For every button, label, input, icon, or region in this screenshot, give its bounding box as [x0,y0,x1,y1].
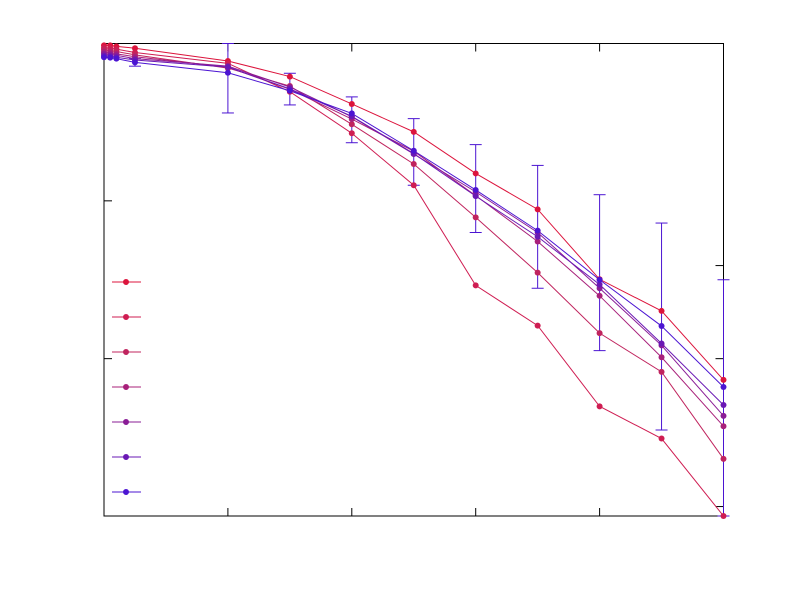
series-0-point-5 [286,73,293,80]
legend-marker-2 [123,349,129,355]
series-0-point-3 [131,45,138,52]
legend-marker-5 [123,454,129,460]
series-6-point-1 [107,54,114,61]
series-0-point-6 [348,100,355,107]
series-5-point-4 [224,64,231,71]
series-0-line [104,44,724,381]
series-1-point-11 [658,435,665,442]
series-6-point-3 [131,59,138,66]
series-3-point-11 [658,354,665,361]
series-1-line [103,47,724,517]
series-0-point-8 [472,170,479,177]
series-5-point-11 [658,340,665,347]
series-0-point-7 [410,128,417,135]
series-6-point-4 [224,69,231,76]
series-6-point-12 [720,384,727,391]
series-6-point-9 [534,227,541,234]
series-2-point-7 [410,160,417,167]
series-1-point-7 [410,182,417,189]
plot-frame [103,43,724,517]
series-6-point-2 [113,55,120,62]
series-5-point-8 [472,193,479,200]
series-lines [103,44,724,517]
series-1-point-10 [596,403,603,410]
series-5-point-10 [596,281,603,288]
series-3-line [103,51,724,427]
error-bars [128,43,730,517]
series-6-point-0 [101,54,107,61]
series-2-point-6 [348,121,355,128]
series-1-point-12 [720,513,727,519]
series-6-point-11 [658,323,665,330]
series-4-point-12 [720,412,727,419]
series-3-point-9 [534,238,541,245]
series-2-line [103,49,724,460]
series-4-line [103,53,724,417]
series-1-point-6 [348,130,355,137]
series-6-point-6 [348,110,355,117]
series-points [101,42,727,519]
series-6-point-8 [472,186,479,193]
legend-marker-0 [123,279,129,285]
legend-marker-1 [123,314,129,320]
series-6-point-7 [410,147,417,154]
series-5-point-12 [720,401,727,408]
axis-ticks [103,43,724,517]
series-1-point-8 [472,282,479,289]
series-5-point-9 [534,233,541,240]
legend-marker-4 [123,419,129,425]
legend-marker-6 [123,489,129,495]
series-2-point-8 [472,214,479,221]
series-2-point-12 [720,455,727,462]
series-0-point-11 [658,307,665,314]
series-3-point-12 [720,423,727,430]
series-6-line [103,56,724,388]
series-6-point-5 [286,87,293,94]
series-2-point-10 [596,330,603,337]
legend [112,279,141,495]
series-0-point-9 [534,206,541,213]
legend-marker-3 [123,384,129,390]
series-6-point-10 [596,276,603,283]
series-2-point-11 [658,368,665,375]
series-2-point-9 [534,269,541,276]
series-3-point-10 [596,292,603,299]
series-0-point-12 [720,376,727,383]
series-1-point-9 [534,322,541,329]
